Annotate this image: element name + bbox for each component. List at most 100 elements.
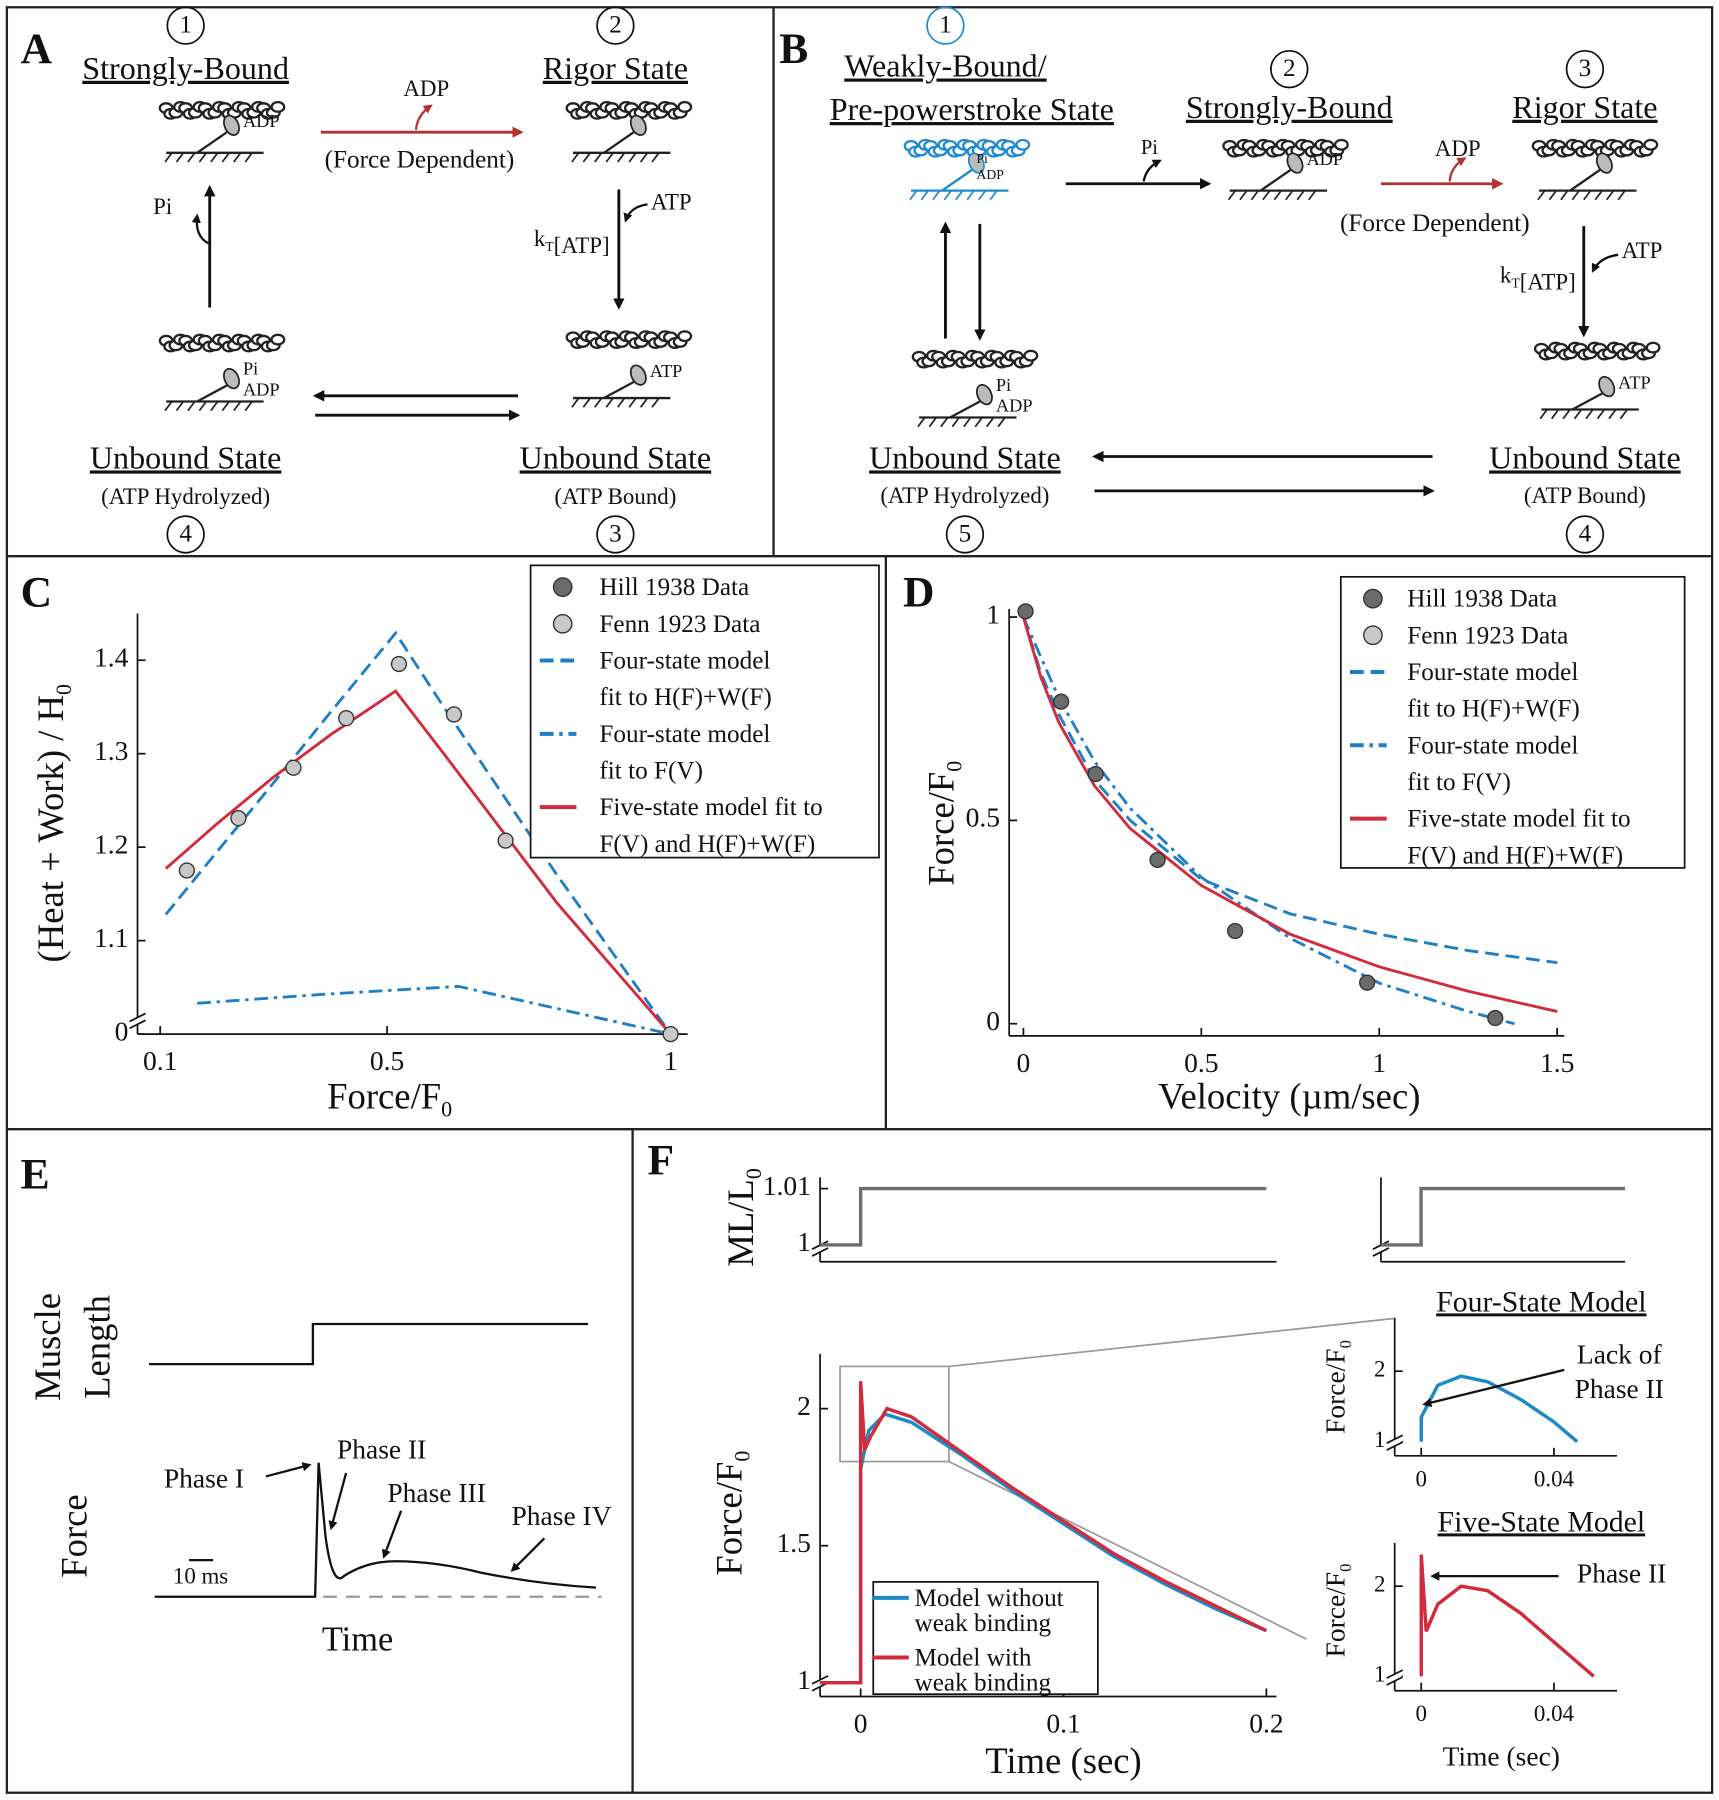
y-tick-label: 1.01 [763, 1170, 811, 1201]
hatch [639, 397, 649, 408]
phase-label: Phase IV [512, 1500, 612, 1531]
scale-bar-label: 10 ms [173, 1564, 228, 1589]
legend-label-text: Four-state model fit to H(F)+W(F) [1407, 657, 1580, 723]
hatch [1596, 408, 1606, 420]
data-point [1149, 851, 1166, 868]
hatch [175, 400, 185, 412]
label-part: k [1500, 263, 1512, 288]
axis-label: Force [53, 1494, 94, 1577]
legend-label: Fenn 1923 Data [1407, 620, 1568, 649]
hatch [1227, 190, 1237, 201]
x-tick-label: 1 [664, 1045, 678, 1076]
legend-label-text: Four-state model fit to H(F)+W(F) [599, 645, 772, 711]
axis-break-gap [1374, 1244, 1388, 1252]
hatch [1562, 408, 1571, 420]
state-number-circle [596, 6, 635, 45]
x-tick-label: 0.04 [1534, 1466, 1575, 1491]
state-note: (ATP Bound) [1524, 483, 1646, 508]
state-name: Unbound State [869, 439, 1061, 475]
legend-label: Hill 1938 Data [599, 572, 750, 601]
myosin-neck [603, 131, 635, 154]
legend-label-text: Five-state model fit to F(V) and H(F)+W(… [599, 792, 823, 858]
series-line [1022, 616, 1515, 1026]
arrow [382, 1510, 403, 1559]
actin-bead [677, 330, 693, 343]
label-part: Force/F [1320, 1348, 1351, 1434]
state-number: 3 [1579, 55, 1592, 82]
hatch [594, 152, 603, 163]
myosin-neck [196, 384, 228, 403]
hatch [1560, 190, 1569, 201]
hatch [1250, 190, 1259, 201]
series-line [820, 1381, 1268, 1685]
head-label: ADP [243, 379, 280, 399]
hatch [233, 152, 242, 163]
hatch [997, 417, 1006, 428]
hatch [198, 152, 207, 163]
myosin-neck [1569, 169, 1601, 192]
released-pi: Pi [153, 194, 172, 219]
hatch [1308, 190, 1317, 201]
label-part: (Heat + Work) / H [30, 695, 71, 962]
y-tick-label: 2 [1374, 1356, 1385, 1381]
subscript: 0 [51, 684, 76, 695]
hatch [986, 417, 995, 428]
myosin-head [967, 152, 985, 174]
data-point [1052, 693, 1070, 710]
myosin-neck [196, 131, 228, 154]
myosin-neck [941, 169, 973, 192]
annotation: Phase II [1577, 1557, 1666, 1588]
actin-bead [677, 101, 693, 113]
subscript: 0 [741, 1168, 766, 1179]
hatch [977, 190, 987, 201]
series-line [1419, 1374, 1579, 1444]
actin-bead [270, 101, 286, 113]
legend-marker [552, 577, 573, 597]
hatch [920, 190, 929, 201]
head-label: ADP [976, 167, 1004, 182]
actin-bead [270, 333, 286, 346]
head-label: ATP [650, 361, 683, 381]
head-label: Pi [976, 151, 988, 166]
legend-label: Model without weak binding [915, 1585, 1064, 1635]
state-note: (ATP Bound) [554, 484, 676, 509]
force-trace [154, 1462, 596, 1598]
y-tick-label: 1 [986, 598, 1000, 629]
hatch [582, 397, 591, 408]
legend-marker [552, 613, 573, 634]
hatch [1608, 408, 1617, 420]
hatch [164, 400, 173, 412]
hatch [605, 397, 614, 408]
series-line [1419, 1554, 1595, 1678]
force-dependent: (Force Dependent) [325, 147, 515, 174]
frame [5, 6, 1714, 1794]
data-point [230, 810, 247, 827]
actin-bead [1023, 349, 1039, 362]
hatch [1585, 408, 1594, 420]
subscript: T [545, 239, 554, 254]
state-name: Rigor State [1512, 89, 1657, 125]
x-tick-label: 0 [1416, 1701, 1427, 1726]
hatch [940, 417, 949, 428]
head-label: ATP [1618, 373, 1651, 393]
myosin-head [629, 364, 647, 386]
annotation: Lack of [1577, 1339, 1663, 1370]
legend-label-text: Hill 1938 Data [599, 572, 750, 601]
data-point [338, 710, 355, 727]
hatch [582, 152, 591, 163]
y-axis-label: Force/F0 [1320, 1340, 1355, 1434]
hatch [571, 397, 580, 408]
axis-break [1386, 1669, 1404, 1679]
state-number: 1 [179, 12, 192, 39]
panel-label: F [647, 1137, 674, 1185]
phase-label: Phase II [337, 1434, 426, 1465]
hatch [639, 152, 649, 163]
hatch [1548, 190, 1557, 201]
series-line [820, 1186, 1267, 1247]
label-part: Force/F [921, 772, 962, 886]
y-tick-label: 1.4 [94, 642, 129, 673]
head-label: Pi [996, 375, 1011, 395]
y-tick-label: 1.1 [94, 922, 128, 953]
